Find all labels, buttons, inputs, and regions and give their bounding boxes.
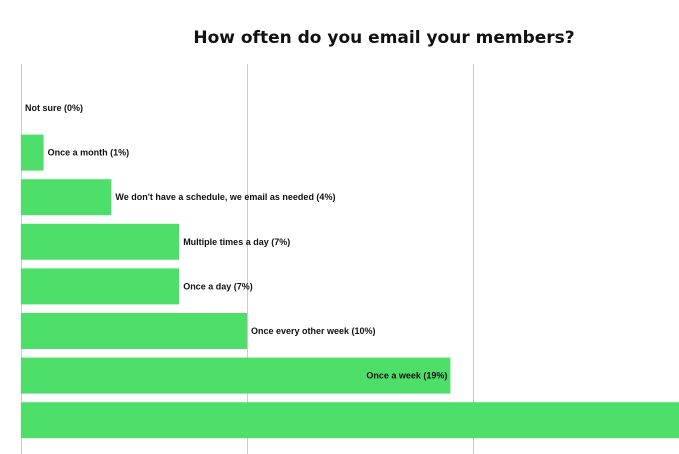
- bar-label: Multiple times a day (7%): [183, 237, 290, 247]
- bar-label: Once a day (7%): [183, 281, 253, 291]
- bar: [21, 402, 679, 439]
- bar-label: Once every other week (10%): [251, 326, 376, 336]
- label-layer: Not sure (0%) Once a month (1%) We don't h…: [25, 103, 447, 381]
- bar: [21, 179, 112, 216]
- bar-label: We don't have a schedule, we email as ne…: [115, 192, 335, 202]
- bar-label: Not sure (0%): [25, 103, 83, 113]
- bar: [21, 357, 451, 394]
- chart-title: How often do you email your members?: [193, 28, 575, 48]
- bar: [21, 313, 247, 349]
- bar-layer: [21, 134, 679, 439]
- bar: [21, 223, 180, 260]
- bar-label: Once a month (1%): [48, 148, 130, 158]
- bar: [21, 134, 44, 171]
- bar-label: Once a week (19%): [366, 371, 447, 381]
- bar: [21, 268, 180, 305]
